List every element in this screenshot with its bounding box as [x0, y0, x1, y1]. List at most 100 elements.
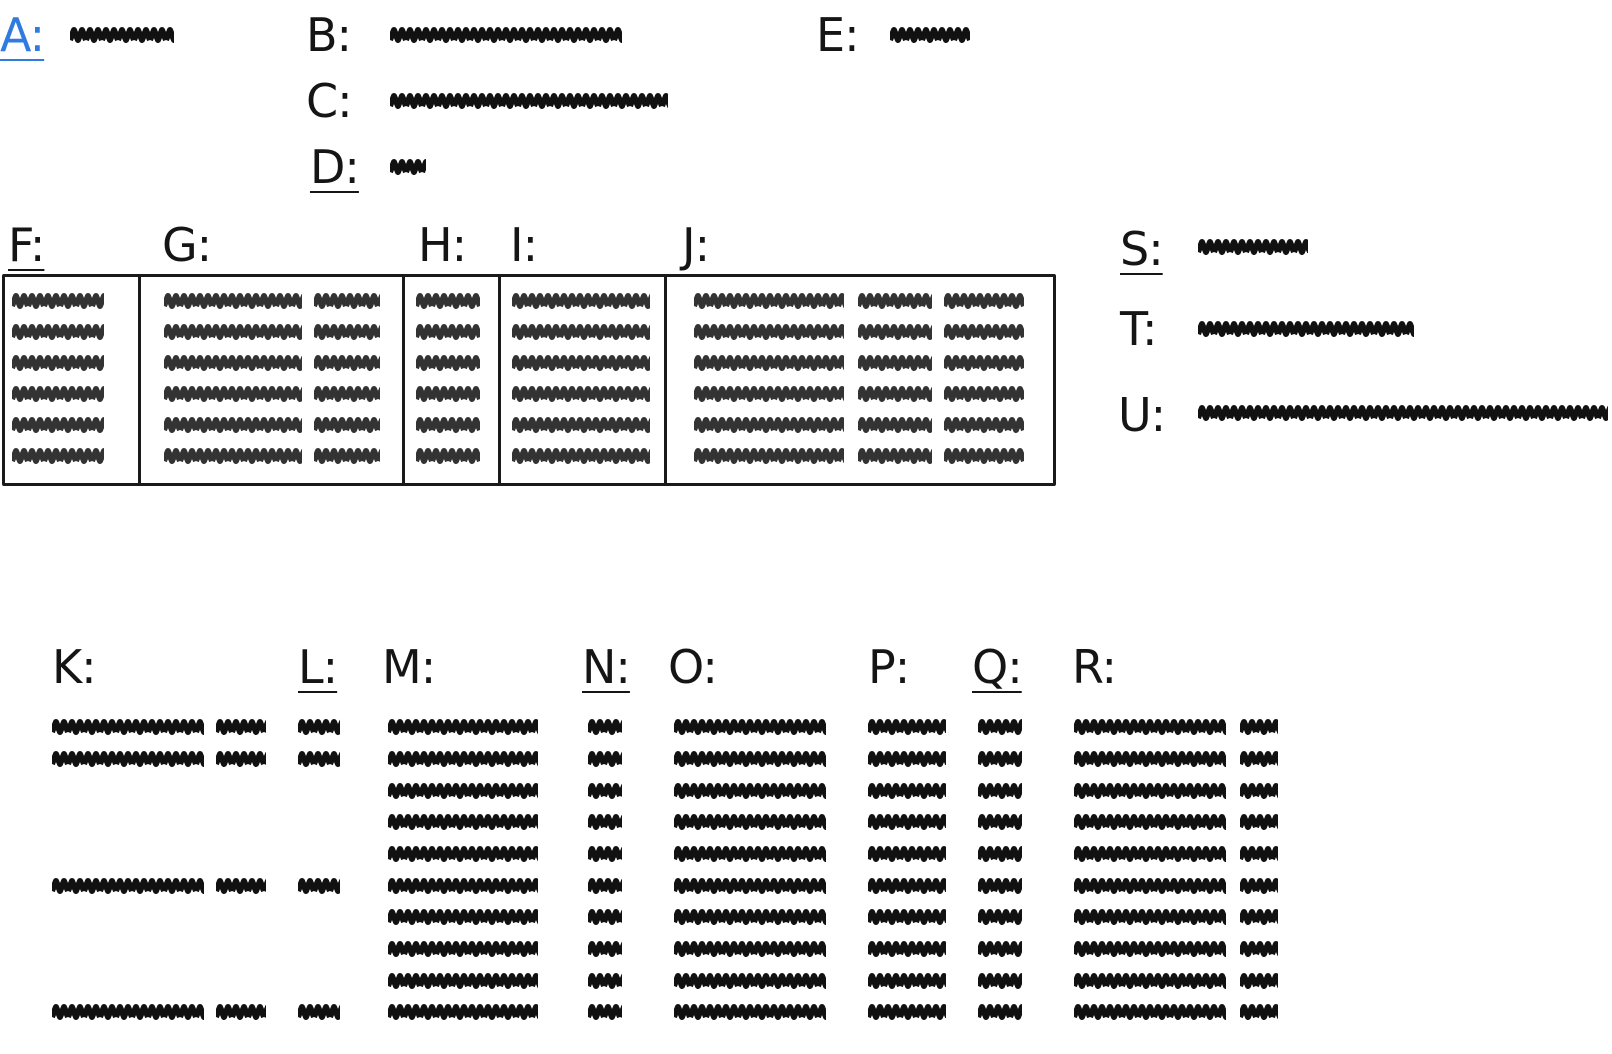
redacted-cell-text: [944, 352, 1024, 374]
redacted-cell-text: [1240, 970, 1278, 992]
redacted-cell-text: [1074, 716, 1226, 738]
column-n-link[interactable]: N:: [582, 640, 631, 694]
redacted-cell-text: [1240, 811, 1278, 833]
redacted-cell-text: [858, 321, 932, 343]
bordered-table: [2, 274, 1056, 486]
column-f-link[interactable]: F:: [8, 218, 45, 272]
redacted-cell-text: [868, 970, 946, 992]
value-b-redacted: [390, 24, 622, 46]
redacted-cell-text: [1240, 938, 1278, 960]
redacted-cell-text: [164, 352, 302, 374]
redacted-cell-text: [868, 748, 946, 770]
redacted-cell-text: [216, 716, 266, 738]
redacted-cell-text: [388, 906, 538, 928]
redacted-cell-text: [588, 938, 622, 960]
column-q-link[interactable]: Q:: [972, 640, 1023, 694]
redacted-cell-text: [512, 383, 650, 405]
key-d-link[interactable]: D:: [310, 140, 360, 194]
redacted-cell-text: [674, 875, 826, 897]
redacted-cell-text: [978, 938, 1022, 960]
column-o: O:: [668, 640, 718, 694]
column-divider: [402, 274, 405, 486]
redacted-cell-text: [868, 843, 946, 865]
redacted-cell-text: [1074, 843, 1226, 865]
redacted-cell-text: [978, 811, 1022, 833]
redacted-cell-text: [416, 414, 480, 436]
value-e-redacted: [890, 24, 970, 46]
key-a-link[interactable]: A:: [0, 8, 45, 62]
value-d-redacted: [390, 156, 426, 178]
redacted-cell-text: [1074, 875, 1226, 897]
redacted-cell-text: [868, 811, 946, 833]
redacted-cell-text: [388, 716, 538, 738]
redacted-cell-text: [388, 780, 538, 802]
redacted-cell-text: [314, 290, 380, 312]
redacted-cell-text: [164, 445, 302, 467]
redacted-cell-text: [674, 748, 826, 770]
redacted-cell-text: [388, 811, 538, 833]
redacted-cell-text: [388, 938, 538, 960]
redacted-cell-text: [1074, 748, 1226, 770]
redacted-cell-text: [944, 290, 1024, 312]
redacted-cell-text: [512, 321, 650, 343]
value-t-redacted: [1198, 318, 1414, 340]
redacted-cell-text: [416, 352, 480, 374]
redacted-cell-text: [674, 780, 826, 802]
redacted-cell-text: [978, 716, 1022, 738]
redacted-cell-text: [164, 321, 302, 343]
key-s-link[interactable]: S:: [1120, 222, 1164, 276]
redacted-cell-text: [512, 414, 650, 436]
redacted-cell-text: [588, 716, 622, 738]
redacted-cell-text: [978, 906, 1022, 928]
redacted-cell-text: [164, 290, 302, 312]
redacted-cell-text: [588, 875, 622, 897]
redacted-cell-text: [1240, 906, 1278, 928]
redacted-cell-text: [978, 748, 1022, 770]
value-c-redacted: [390, 90, 668, 112]
redacted-cell-text: [588, 780, 622, 802]
redacted-cell-text: [52, 748, 204, 770]
redacted-cell-text: [694, 290, 844, 312]
redacted-cell-text: [512, 445, 650, 467]
redacted-cell-text: [674, 811, 826, 833]
redacted-cell-text: [588, 1001, 622, 1023]
redacted-cell-text: [868, 938, 946, 960]
redacted-cell-text: [1074, 780, 1226, 802]
redacted-cell-text: [868, 1001, 946, 1023]
redacted-cell-text: [588, 811, 622, 833]
redacted-cell-text: [314, 414, 380, 436]
redacted-cell-text: [944, 383, 1024, 405]
redacted-cell-text: [12, 321, 104, 343]
redacted-cell-text: [1074, 906, 1226, 928]
column-j: J:: [682, 218, 710, 272]
redacted-cell-text: [978, 970, 1022, 992]
redacted-cell-text: [858, 383, 932, 405]
redacted-cell-text: [314, 321, 380, 343]
redacted-cell-text: [12, 352, 104, 374]
redacted-cell-text: [868, 780, 946, 802]
redacted-cell-text: [1074, 970, 1226, 992]
redacted-cell-text: [944, 414, 1024, 436]
redacted-cell-text: [944, 445, 1024, 467]
redacted-cell-text: [694, 383, 844, 405]
redacted-cell-text: [1074, 1001, 1226, 1023]
redacted-cell-text: [674, 1001, 826, 1023]
redacted-cell-text: [1240, 716, 1278, 738]
redacted-cell-text: [674, 970, 826, 992]
redacted-cell-text: [164, 414, 302, 436]
column-l-link[interactable]: L:: [298, 640, 338, 694]
redacted-cell-text: [12, 290, 104, 312]
redacted-cell-text: [216, 748, 266, 770]
redacted-cell-text: [588, 906, 622, 928]
column-r: R:: [1072, 640, 1117, 694]
redacted-cell-text: [1074, 938, 1226, 960]
redacted-cell-text: [694, 414, 844, 436]
redacted-cell-text: [388, 875, 538, 897]
redacted-cell-text: [52, 1001, 204, 1023]
key-c: C:: [306, 74, 353, 128]
redacted-cell-text: [1240, 780, 1278, 802]
redacted-cell-text: [12, 383, 104, 405]
column-g: G:: [162, 218, 212, 272]
value-a-redacted: [70, 24, 174, 46]
redacted-cell-text: [978, 780, 1022, 802]
